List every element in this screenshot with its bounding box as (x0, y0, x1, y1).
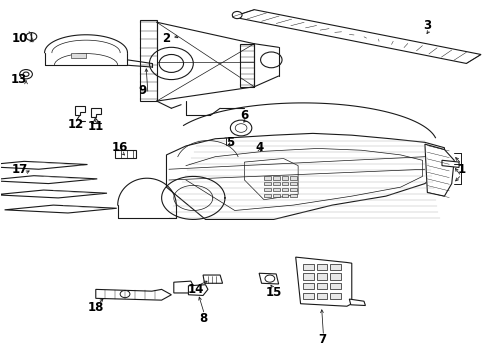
Polygon shape (316, 283, 327, 289)
Text: 16: 16 (112, 141, 128, 154)
Polygon shape (441, 160, 458, 167)
Circle shape (232, 12, 242, 19)
Polygon shape (166, 134, 444, 220)
Polygon shape (272, 194, 279, 197)
Text: 10: 10 (12, 32, 28, 45)
Text: 9: 9 (138, 84, 146, 97)
Polygon shape (115, 149, 136, 158)
Circle shape (235, 124, 246, 132)
Text: 18: 18 (87, 301, 104, 314)
Polygon shape (264, 176, 270, 180)
Polygon shape (239, 44, 254, 87)
Polygon shape (303, 283, 313, 289)
Text: 17: 17 (12, 163, 28, 176)
Circle shape (149, 47, 193, 80)
Polygon shape (316, 273, 327, 280)
Polygon shape (264, 194, 270, 197)
Polygon shape (203, 275, 222, 283)
Circle shape (26, 33, 37, 41)
Polygon shape (424, 144, 453, 196)
Circle shape (120, 291, 130, 298)
Circle shape (260, 52, 282, 68)
Text: 7: 7 (318, 333, 326, 346)
Polygon shape (91, 108, 101, 117)
Text: 6: 6 (240, 109, 248, 122)
Polygon shape (140, 21, 157, 101)
Text: 12: 12 (68, 118, 84, 131)
Polygon shape (75, 107, 84, 116)
Polygon shape (96, 289, 171, 300)
Text: 1: 1 (456, 163, 465, 176)
Polygon shape (259, 273, 278, 284)
Polygon shape (290, 176, 297, 180)
Circle shape (23, 72, 29, 76)
Polygon shape (281, 182, 288, 185)
Polygon shape (303, 273, 313, 280)
Text: 2: 2 (162, 32, 170, 45)
Polygon shape (4, 205, 117, 213)
Polygon shape (330, 283, 340, 289)
Polygon shape (272, 176, 279, 180)
Polygon shape (272, 188, 279, 192)
Polygon shape (264, 182, 270, 185)
Polygon shape (295, 257, 351, 306)
Polygon shape (0, 176, 97, 184)
Text: 13: 13 (11, 73, 27, 86)
Polygon shape (303, 293, 313, 299)
Polygon shape (281, 194, 288, 197)
Polygon shape (316, 264, 327, 270)
Circle shape (264, 275, 274, 282)
Text: 8: 8 (199, 311, 207, 325)
Circle shape (221, 138, 231, 145)
Text: 15: 15 (265, 287, 282, 300)
Polygon shape (290, 182, 297, 185)
Polygon shape (281, 176, 288, 180)
Polygon shape (272, 182, 279, 185)
Circle shape (159, 54, 183, 72)
Circle shape (255, 144, 265, 152)
Polygon shape (188, 285, 207, 296)
Polygon shape (264, 188, 270, 192)
Polygon shape (0, 190, 107, 198)
Polygon shape (0, 161, 87, 169)
Polygon shape (173, 281, 193, 293)
Text: 5: 5 (225, 136, 234, 149)
Text: 4: 4 (254, 141, 263, 154)
Polygon shape (348, 299, 365, 306)
Polygon shape (303, 264, 313, 270)
Polygon shape (316, 293, 327, 299)
Polygon shape (330, 293, 340, 299)
Polygon shape (244, 158, 298, 200)
Circle shape (20, 69, 32, 79)
Polygon shape (281, 188, 288, 192)
Text: 11: 11 (87, 120, 103, 133)
Polygon shape (290, 188, 297, 192)
Text: 14: 14 (187, 283, 203, 296)
Polygon shape (71, 53, 86, 58)
Circle shape (230, 120, 251, 136)
Text: 3: 3 (423, 19, 430, 32)
Circle shape (258, 146, 263, 149)
Polygon shape (330, 264, 340, 270)
Polygon shape (232, 10, 480, 63)
Polygon shape (330, 273, 340, 280)
Polygon shape (290, 194, 297, 197)
